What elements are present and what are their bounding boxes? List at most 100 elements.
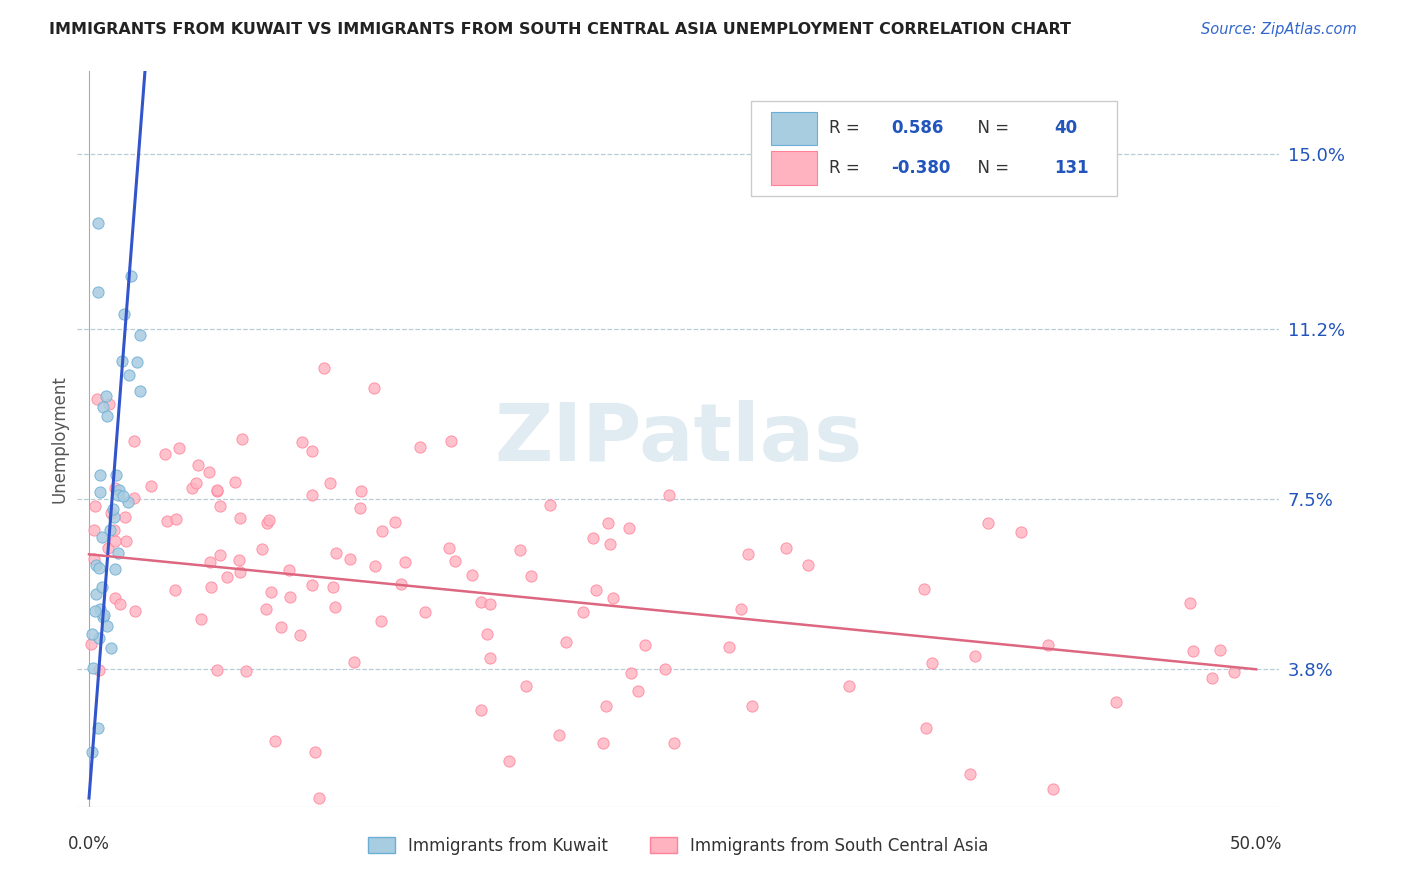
Y-axis label: Unemployment: Unemployment	[51, 376, 69, 503]
Point	[509, 543, 531, 558]
Point	[308, 791, 330, 805]
Point	[304, 745, 326, 759]
Point	[228, 553, 250, 567]
Point	[796, 558, 818, 573]
Point	[224, 475, 246, 490]
Point	[270, 620, 292, 634]
Point	[89, 602, 111, 616]
Point	[1208, 642, 1230, 657]
Point	[105, 468, 128, 483]
Point	[97, 541, 120, 556]
Point	[104, 591, 127, 606]
Point	[619, 521, 641, 535]
Point	[108, 597, 131, 611]
Point	[349, 501, 371, 516]
Point	[595, 699, 617, 714]
Point	[301, 488, 323, 502]
Point	[228, 565, 250, 579]
Point	[363, 381, 385, 395]
Point	[737, 547, 759, 561]
Point	[83, 551, 105, 566]
Point	[86, 392, 108, 407]
Point	[82, 745, 104, 759]
Point	[520, 569, 543, 583]
Point	[627, 683, 650, 698]
Point	[103, 510, 125, 524]
Point	[363, 559, 385, 574]
Point	[323, 600, 346, 615]
Point	[104, 534, 127, 549]
Point	[100, 506, 122, 520]
Point	[117, 495, 139, 509]
Point	[325, 546, 347, 560]
Point	[84, 587, 107, 601]
Point	[977, 516, 1000, 530]
Point	[602, 591, 624, 605]
Point	[198, 555, 221, 569]
Text: N =: N =	[967, 159, 1014, 177]
Point	[80, 637, 103, 651]
Point	[1036, 639, 1059, 653]
Point	[87, 664, 110, 678]
Point	[187, 458, 209, 473]
Point	[103, 523, 125, 537]
Point	[169, 441, 191, 455]
Point	[93, 607, 115, 622]
Point	[582, 531, 605, 545]
Point	[97, 397, 120, 411]
Point	[717, 640, 740, 654]
Point	[122, 434, 145, 448]
Point	[1010, 524, 1032, 539]
Point	[477, 626, 499, 640]
Point	[207, 483, 229, 498]
Point	[124, 604, 146, 618]
Point	[128, 384, 150, 399]
Text: R =: R =	[828, 159, 865, 177]
Point	[129, 327, 152, 342]
Point	[250, 542, 273, 557]
Point	[156, 514, 179, 528]
Point	[107, 546, 129, 560]
Point	[91, 580, 114, 594]
Point	[104, 562, 127, 576]
Point	[83, 603, 105, 617]
Point	[198, 465, 221, 479]
Text: ZIPatlas: ZIPatlas	[495, 401, 862, 478]
Point	[89, 484, 111, 499]
Point	[288, 628, 311, 642]
Point	[83, 524, 105, 538]
Point	[479, 651, 502, 665]
Point	[1181, 644, 1204, 658]
Point	[371, 524, 394, 539]
Point	[572, 605, 595, 619]
Point	[96, 409, 118, 424]
Text: N =: N =	[967, 120, 1014, 137]
Point	[585, 583, 607, 598]
Point	[87, 632, 110, 646]
Text: 0.586: 0.586	[891, 120, 943, 137]
Point	[343, 655, 366, 669]
Point	[592, 736, 614, 750]
Point	[301, 444, 323, 458]
Point	[1105, 695, 1128, 709]
Point	[921, 656, 943, 670]
Point	[87, 216, 110, 230]
Point	[190, 612, 212, 626]
Point	[291, 434, 314, 449]
Point	[959, 767, 981, 781]
Point	[87, 561, 110, 575]
Point	[215, 570, 238, 584]
Point	[257, 513, 280, 527]
Bar	[770, 112, 817, 145]
Point	[470, 595, 492, 609]
Point	[413, 605, 436, 619]
Point	[548, 728, 571, 742]
Point	[155, 446, 177, 460]
Point	[235, 664, 257, 678]
Point	[370, 614, 392, 628]
Point	[1223, 665, 1246, 679]
Point	[124, 491, 146, 505]
Point	[112, 306, 135, 320]
Point	[98, 523, 121, 537]
Point	[339, 552, 361, 566]
